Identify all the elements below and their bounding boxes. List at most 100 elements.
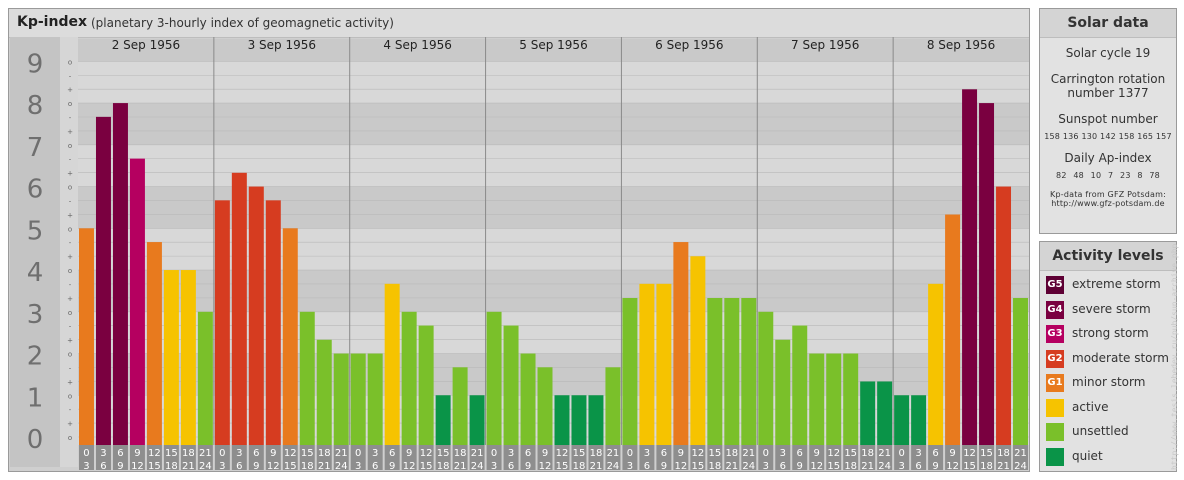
interval-label-bg [299, 445, 315, 470]
y-minor-tick: + [67, 170, 73, 178]
kp-bar [554, 395, 570, 445]
interval-end-label: 9 [932, 461, 938, 471]
interval-end-label: 6 [372, 461, 378, 471]
interval-start-label: 9 [814, 448, 820, 459]
interval-start-label: 21 [1014, 448, 1027, 459]
kp-bar [758, 311, 774, 445]
interval-label-bg [384, 445, 400, 470]
interval-start-label: 18 [725, 448, 738, 459]
y-minor-tick: + [67, 86, 73, 94]
interval-end-label: 15 [691, 461, 704, 471]
kp-bar [384, 283, 400, 445]
kp-bar [503, 325, 519, 445]
interval-label-bg [894, 445, 910, 470]
interval-label-bg [248, 445, 264, 470]
y-minor-tick: - [69, 406, 72, 414]
chart-subtitle: (planetary 3-hourly index of geomagnetic… [91, 16, 394, 30]
interval-label-bg [1013, 445, 1028, 470]
interval-end-label: 3 [491, 461, 497, 471]
interval-end-label: 24 [742, 461, 755, 471]
interval-end-label: 15 [420, 461, 433, 471]
y-minor-tick: o [68, 225, 72, 233]
legend-swatch: G3 [1046, 325, 1064, 343]
legend-label: moderate storm [1072, 350, 1169, 365]
legend-label: quiet [1072, 448, 1103, 463]
y-tick-label: 2 [27, 342, 44, 372]
interval-end-label: 6 [915, 461, 921, 471]
interval-start-label: 12 [148, 448, 161, 459]
interval-end-label: 12 [131, 461, 144, 471]
sunspot-label: Sunspot number [1058, 112, 1158, 126]
kp-bar-chart: 0 o + - 1 o + - 2 o + - 3 o + - 4 o + - 5 o + - 6 o + - 7 o + - 8 o + - 9 o 2 … [10, 37, 1029, 471]
interval-start-label: 21 [199, 448, 212, 459]
day-label: 6 Sep 1956 [655, 38, 723, 52]
interval-end-label: 3 [355, 461, 361, 471]
y-minor-tick: o [68, 309, 72, 317]
legend-swatch: G4 [1046, 300, 1064, 319]
kp-bar [588, 395, 604, 445]
kp-bar [79, 228, 94, 445]
interval-start-label: 6 [253, 448, 259, 459]
interval-end-label: 9 [797, 461, 803, 471]
kp-band [78, 103, 1029, 145]
interval-label-bg [911, 445, 927, 470]
y-tick-label: 0 [27, 425, 44, 455]
y-tick-label: 8 [27, 91, 44, 121]
interval-end-label: 18 [573, 461, 586, 471]
interval-start-label: 6 [797, 448, 803, 459]
interval-label-bg [656, 445, 672, 470]
day-label: 3 Sep 1956 [248, 38, 316, 52]
interval-start-label: 15 [708, 448, 721, 459]
interval-end-label: 24 [607, 461, 620, 471]
interval-label-bg [707, 445, 723, 470]
interval-start-label: 15 [573, 448, 586, 459]
solar-data-panel: Solar data Solar cycle 19 Carrington rot… [1039, 8, 1177, 234]
interval-label-bg [112, 445, 128, 470]
interval-end-label: 24 [335, 461, 348, 471]
legend-item: G2 moderate storm [1046, 349, 1174, 369]
legend-item: unsettled [1046, 422, 1174, 442]
kp-bar [435, 395, 451, 445]
interval-end-label: 3 [219, 461, 225, 471]
interval-start-label: 3 [508, 448, 514, 459]
y-minor-tick: + [67, 253, 73, 261]
kp-bar [1013, 298, 1028, 445]
interval-start-label: 6 [932, 448, 938, 459]
interval-label-bg [554, 445, 570, 470]
legend-swatch: G2 [1046, 349, 1064, 368]
interval-end-label: 15 [284, 461, 297, 471]
kp-bar [571, 395, 587, 445]
interval-start-label: 9 [134, 448, 140, 459]
interval-end-label: 9 [117, 461, 123, 471]
interval-end-label: 12 [267, 461, 280, 471]
interval-start-label: 18 [318, 448, 331, 459]
interval-label-bg [996, 445, 1012, 470]
kp-bar [214, 200, 230, 445]
interval-start-label: 21 [335, 448, 348, 459]
legend-label: minor storm [1072, 375, 1146, 389]
kp-bar [724, 298, 740, 445]
kp-bar [112, 103, 128, 445]
kp-chart-panel: Kp-index (planetary 3-hourly index of ge… [8, 8, 1030, 472]
image-credit: http://www.tesis.lebedev.ru/pub/sun-arch… [1170, 243, 1179, 470]
kp-bar [962, 89, 978, 445]
kp-bar [775, 339, 791, 445]
kp-bar [656, 283, 672, 445]
interval-label-bg [605, 445, 621, 470]
day-label: 2 Sep 1956 [112, 38, 180, 52]
legend-swatch [1046, 398, 1064, 417]
interval-label-bg [469, 445, 485, 470]
sunspot-values: 158 136 130 142 158 165 157 [1044, 132, 1172, 141]
interval-start-label: 6 [117, 448, 123, 459]
interval-label-bg [231, 445, 247, 470]
legend-label: unsettled [1072, 424, 1129, 438]
kp-bar [639, 283, 655, 445]
interval-label-bg [435, 445, 451, 470]
interval-end-label: 3 [763, 461, 769, 471]
interval-label-bg [826, 445, 842, 470]
interval-label-bg [639, 445, 655, 470]
interval-start-label: 18 [861, 448, 874, 459]
ap-index-values: 82 48 10 7 23 8 78 [1056, 171, 1160, 180]
interval-end-label: 3 [83, 461, 89, 471]
interval-start-label: 3 [780, 448, 786, 459]
